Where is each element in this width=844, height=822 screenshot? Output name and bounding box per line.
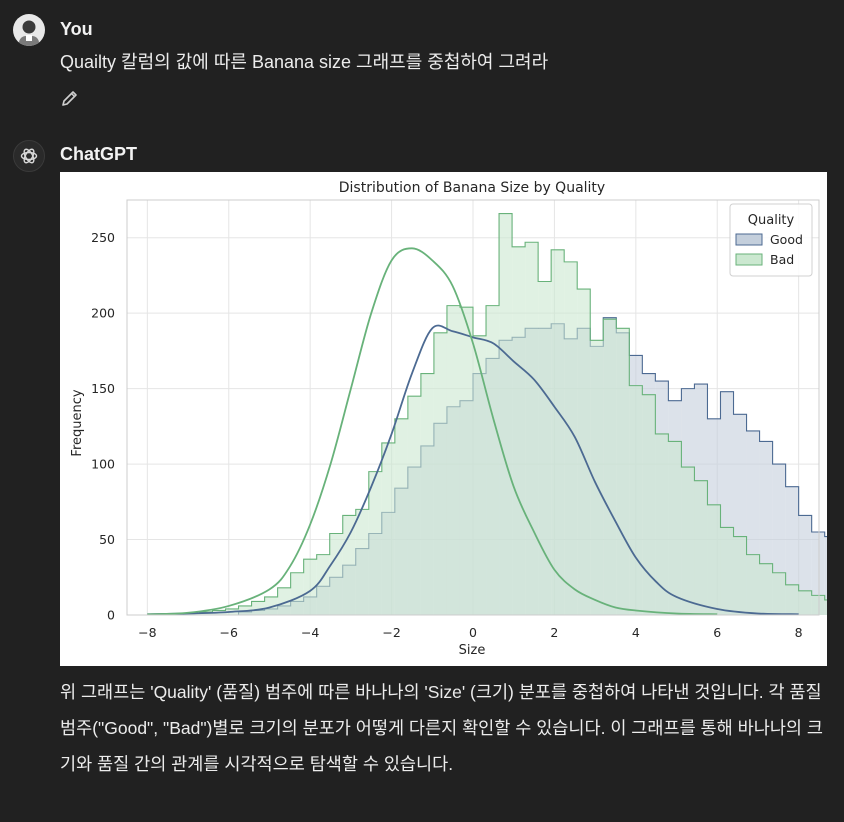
histogram-bar-bad xyxy=(486,305,500,615)
histogram-bar-good xyxy=(798,515,812,615)
histogram-bar-bad xyxy=(512,246,526,616)
chart-legend: Quality Good Bad xyxy=(729,203,813,277)
histogram-bar-bad xyxy=(499,213,513,615)
openai-logo-icon xyxy=(13,140,45,172)
histogram-bar-good xyxy=(811,532,825,615)
histogram-bar-bad xyxy=(355,509,369,615)
histogram-bar-bad xyxy=(642,394,656,615)
y-tick-label: 50 xyxy=(99,532,115,547)
histogram-bar-bad xyxy=(251,601,265,615)
histogram-bar-bad xyxy=(681,467,695,615)
x-tick-label: −2 xyxy=(382,625,400,640)
y-axis-label: Frequency xyxy=(70,389,85,456)
x-tick-label: −6 xyxy=(220,625,238,640)
histogram-bar-bad xyxy=(668,441,682,615)
user-name: You xyxy=(60,19,93,39)
histogram-bar-bad xyxy=(694,480,708,615)
legend-swatch-good xyxy=(735,233,763,246)
x-tick-label: −4 xyxy=(301,625,319,640)
x-tick-label: 0 xyxy=(469,625,477,640)
x-axis-label: Size xyxy=(459,643,486,658)
x-tick-label: 2 xyxy=(550,625,558,640)
histogram-bar-bad xyxy=(551,249,565,616)
histogram-bar-bad xyxy=(368,471,382,615)
histogram-bar-bad xyxy=(759,563,773,615)
legend-swatch-bad xyxy=(735,253,763,266)
histogram-bar-good xyxy=(785,486,799,615)
histogram-step-bad xyxy=(172,213,844,615)
x-tick-label: −8 xyxy=(138,625,156,640)
histogram-bar-bad xyxy=(394,418,408,615)
histogram-bar-bad xyxy=(629,385,643,615)
y-tick-label: 150 xyxy=(91,381,115,396)
histogram-bar-bad xyxy=(342,515,356,615)
histogram-bar-bad xyxy=(564,261,578,615)
histogram-chart-image: −8 −6 −4 −2 0 2 4 6 8 0 50 100 150 200 250 Distributio… xyxy=(60,172,844,666)
histogram-bar-bad xyxy=(381,442,395,615)
kde-curve-bad xyxy=(147,247,718,616)
histogram-bar-bad xyxy=(473,335,487,615)
histogram-bar-bad xyxy=(446,305,460,615)
histogram-bar-bad xyxy=(329,533,343,615)
histogram-bar-bad xyxy=(277,587,291,615)
histogram-bar-bad xyxy=(824,599,838,615)
histogram-bar-bad xyxy=(616,328,630,615)
histogram-bar-bad xyxy=(459,307,473,615)
histogram-bar-bad xyxy=(290,572,304,615)
y-tick-label: 100 xyxy=(91,457,115,472)
y-tick-label: 0 xyxy=(107,608,115,623)
kde-curve-good xyxy=(147,324,799,616)
x-tick-label: 6 xyxy=(713,625,721,640)
histogram-bar-bad xyxy=(264,596,278,615)
x-tick-label: 8 xyxy=(795,625,803,640)
histogram-bar-bad xyxy=(590,340,604,615)
histogram-bar-bad xyxy=(577,289,591,615)
y-tick-label: 250 xyxy=(91,230,115,245)
histogram-bar-bad xyxy=(720,527,734,615)
histogram-bar-bad xyxy=(538,281,552,615)
histogram-bar-bad xyxy=(655,433,669,615)
histogram-bar-bad xyxy=(433,332,447,615)
assistant-name: ChatGPT xyxy=(60,144,138,164)
histogram-bar-bad xyxy=(733,536,747,615)
histogram-bar-bad xyxy=(525,242,539,615)
histogram-bar-bad xyxy=(785,584,799,615)
histogram-bar-bad xyxy=(407,396,421,615)
user-avatar-icon xyxy=(13,14,45,46)
user-message: Quailty 칼럼의 값에 따른 Banana size 그래프를 중첩하여 … xyxy=(60,52,549,72)
x-tick-label: 4 xyxy=(632,625,640,640)
histogram-bar-bad xyxy=(707,504,721,615)
legend-label-bad: Bad xyxy=(770,252,794,267)
histogram-bar-bad xyxy=(603,319,617,615)
assistant-response: 위 그래프는 'Quality' (품질) 범주에 따른 바나나의 'Size'… xyxy=(60,682,823,774)
chart-title: Distribution of Banana Size by Quality xyxy=(339,180,605,196)
histogram-bar-bad xyxy=(798,590,812,615)
histogram-chart: −8 −6 −4 −2 0 2 4 6 8 0 50 100 150 200 250 Distributio… xyxy=(70,180,844,658)
histogram-bar-bad xyxy=(316,554,330,615)
pencil-icon[interactable] xyxy=(60,88,80,108)
histogram-bar-bad xyxy=(746,554,760,615)
legend-label-good: Good xyxy=(770,232,803,247)
y-tick-label: 200 xyxy=(91,306,115,321)
legend-title: Quality xyxy=(748,213,795,228)
histogram-bar-bad xyxy=(811,595,825,615)
histogram-bar-bad xyxy=(420,373,434,615)
histogram-bar-bad xyxy=(772,572,786,615)
histogram-bar-bad xyxy=(303,559,317,615)
